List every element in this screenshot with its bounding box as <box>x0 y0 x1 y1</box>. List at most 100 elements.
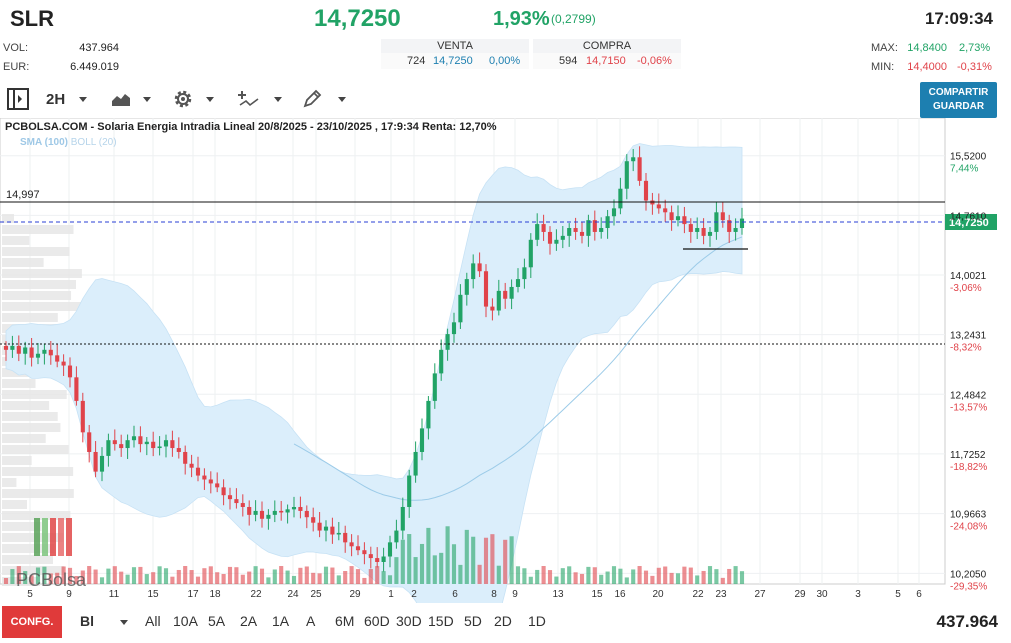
timeframe-button[interactable]: 30D <box>396 613 422 629</box>
share-save-button[interactable]: COMPARTIR GUARDAR <box>920 82 997 118</box>
candle-body <box>387 542 393 557</box>
volume-bar <box>259 568 265 584</box>
chevron-down-icon <box>338 96 346 102</box>
candle-body <box>739 218 745 229</box>
chart-type-dropdown[interactable] <box>111 86 151 112</box>
sma-legend[interactable]: SMA (100) <box>20 137 68 148</box>
x-tick-label: 6 <box>916 589 922 600</box>
chevron-down-icon <box>119 619 128 625</box>
timeframe-button[interactable]: 6M <box>335 613 355 629</box>
volume-profile-bar <box>2 566 65 575</box>
candle-body <box>298 506 303 511</box>
candle-body <box>445 334 450 350</box>
panel-toggle-button[interactable] <box>6 86 30 112</box>
indicators-dropdown[interactable] <box>238 86 282 112</box>
volume-bar <box>349 566 354 584</box>
sell-qty: 724 <box>407 55 426 67</box>
mode-dropdown[interactable]: Bl <box>80 613 128 629</box>
chevron-down-icon <box>143 96 151 102</box>
volume-bar <box>247 571 252 584</box>
volume-bar <box>106 568 111 584</box>
footer-bar: CONFG. Bl All 10A 5A 2A 1A A 6M 60D 30D 15D 5D 2D 1D… <box>0 603 1011 643</box>
volume-bar <box>183 566 188 584</box>
timeframe-button[interactable]: 60D <box>364 613 390 629</box>
price-tick-pct: -3,06% <box>950 283 982 294</box>
candle-body <box>106 440 111 456</box>
x-tick-label: 3 <box>855 589 861 600</box>
candle-body <box>554 239 559 244</box>
volume-bar <box>503 539 508 584</box>
timeframe-button[interactable]: 2A <box>240 613 258 629</box>
volume-bar <box>298 567 303 584</box>
candle-body <box>400 506 405 531</box>
volume-bar <box>727 568 732 584</box>
boll-legend[interactable]: BOLL (20) <box>70 137 117 148</box>
volume-bar <box>618 568 623 584</box>
timeframe-button[interactable]: 1A <box>272 613 290 629</box>
volume-bar <box>483 537 489 584</box>
volume-bar <box>535 569 540 584</box>
candle-body <box>131 436 137 441</box>
volume-bar <box>445 526 450 584</box>
candle-body <box>23 347 28 354</box>
volume-bar <box>67 567 73 584</box>
volume-bar <box>515 566 521 584</box>
candle-body <box>496 290 501 311</box>
panel-toggle-icon <box>7 88 29 110</box>
x-tick-label: 29 <box>349 589 361 600</box>
timeframe-button[interactable]: 5A <box>208 613 226 629</box>
volume-bar <box>688 567 693 584</box>
gear-icon <box>174 90 192 108</box>
candle-body <box>221 487 226 496</box>
volume-bar <box>592 567 597 584</box>
euro-stat: EUR: 6.449.019 <box>3 61 119 73</box>
sell-book: VENTA 724 14,7250 0,00% <box>381 39 529 69</box>
volume-bar <box>375 566 380 584</box>
drawing-tools-dropdown[interactable] <box>302 86 346 112</box>
resistance-label: 14,997 <box>6 189 40 201</box>
max-value: 14,8400 <box>907 42 947 54</box>
volume-bar <box>221 574 226 584</box>
candle-body <box>579 231 585 236</box>
candle-body <box>426 400 431 429</box>
volume-profile-bar <box>2 269 82 278</box>
volume-bar <box>61 566 66 584</box>
x-tick-label: 24 <box>287 589 299 600</box>
settings-dropdown[interactable] <box>172 86 214 112</box>
sell-book-row: 724 14,7250 0,00% <box>381 53 529 69</box>
volume-bar <box>16 566 21 584</box>
candle-body <box>119 444 124 449</box>
candle-body <box>266 514 271 519</box>
volume-value: 437.964 <box>79 42 119 54</box>
sma-path <box>293 236 743 501</box>
price-tick-label: 13,2431 <box>950 331 987 342</box>
x-tick-label: 13 <box>552 589 564 600</box>
x-tick-label: 22 <box>250 589 262 600</box>
candle-body <box>592 220 597 232</box>
timeframe-dropdown[interactable]: 2H <box>46 86 88 112</box>
volume-bar <box>368 569 373 584</box>
timeframe-button[interactable]: A <box>306 613 316 629</box>
timeframe-button[interactable]: 5D <box>464 613 482 629</box>
timeframe-button[interactable]: 10A <box>173 613 198 629</box>
volume-profile-bar <box>2 302 86 311</box>
config-button[interactable]: CONFG. <box>2 606 62 638</box>
candle-body <box>560 235 565 240</box>
candle-body <box>611 208 617 217</box>
timeframe-button[interactable]: 1D <box>528 613 546 629</box>
candle-body <box>234 499 239 504</box>
price-tick-pct: 7,44% <box>950 164 978 175</box>
draw-pencil-icon <box>303 89 322 108</box>
volume-bar <box>189 570 194 584</box>
volume-profile-bar <box>2 445 69 454</box>
volume-bar <box>695 575 700 584</box>
candle-body <box>695 228 700 232</box>
volume-bar <box>650 575 655 584</box>
timeframe-button[interactable]: 15D <box>428 613 454 629</box>
volume-bar <box>400 539 405 584</box>
buy-book: COMPRA 594 14,7150 -0,06% <box>533 39 681 69</box>
timeframe-button[interactable]: 2D <box>494 613 512 629</box>
timeframe-button[interactable]: All <box>145 613 161 629</box>
volume-bar <box>547 570 553 584</box>
